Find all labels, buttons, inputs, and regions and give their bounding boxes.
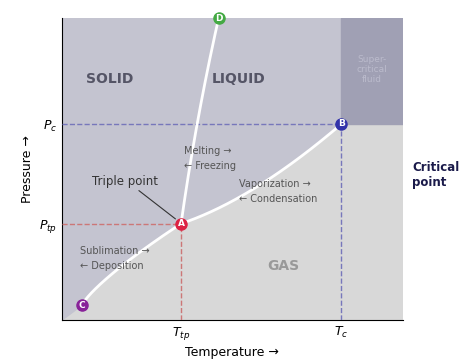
Text: Melting →: Melting → [184,146,232,156]
Text: LIQUID: LIQUID [212,72,266,86]
Polygon shape [62,18,219,320]
Text: Super-
critical
fluid: Super- critical fluid [357,55,388,84]
Y-axis label: Pressure →: Pressure → [21,135,35,203]
Text: ← Condensation: ← Condensation [239,194,318,205]
Text: Triple point: Triple point [92,175,158,188]
Text: GAS: GAS [267,259,300,273]
Text: Sublimation →: Sublimation → [81,246,150,256]
Text: SOLID: SOLID [86,72,133,86]
Text: ← Deposition: ← Deposition [81,261,144,271]
Text: A: A [178,219,184,228]
Text: Critical
point: Critical point [412,161,460,189]
Polygon shape [341,18,403,124]
Text: Vaporization →: Vaporization → [239,179,311,189]
Polygon shape [181,18,403,223]
Text: ← Freezing: ← Freezing [184,161,237,171]
X-axis label: Temperature →: Temperature → [185,347,279,359]
Text: D: D [215,14,222,23]
Text: C: C [79,301,85,310]
Text: B: B [338,119,345,128]
